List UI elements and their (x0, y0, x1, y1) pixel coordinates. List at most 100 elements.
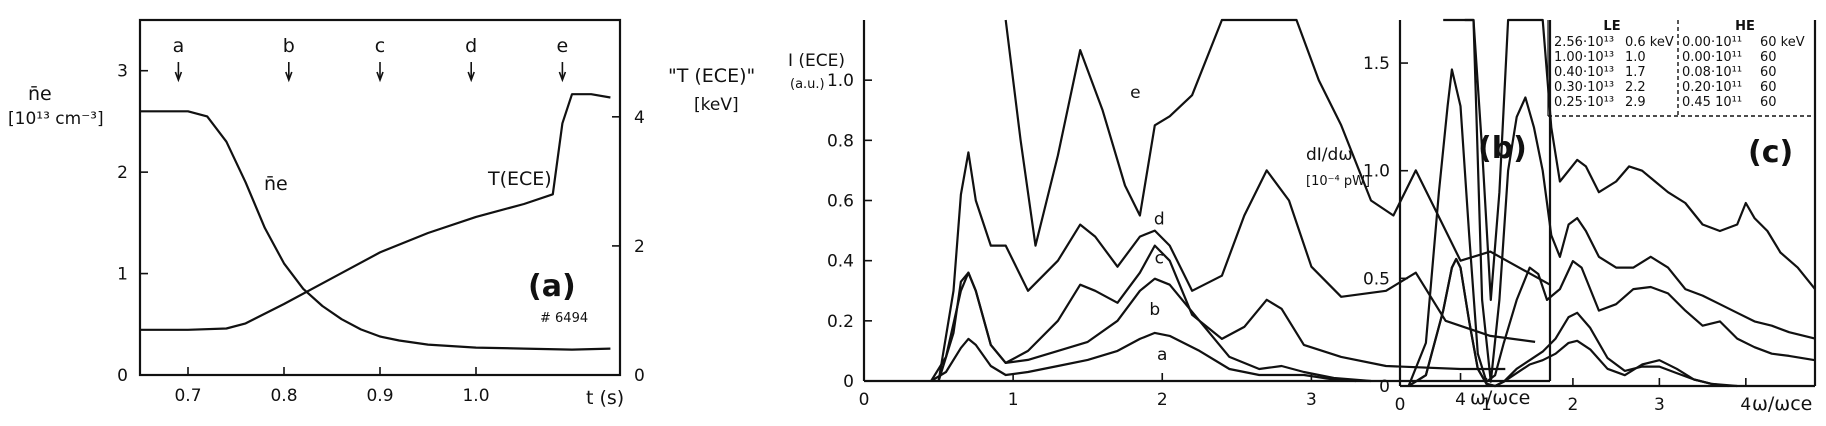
panel-b-ylabel: I (ECE) (788, 51, 845, 71)
table-cell: 60 keV (1760, 35, 1805, 50)
time-marker-arrowhead (285, 71, 293, 83)
series-line (1408, 257, 1729, 388)
series-line (1408, 257, 1738, 388)
panel-a-ytick-left-label: 2 (117, 163, 128, 183)
time-marker-label: d (465, 35, 477, 57)
table-header-he: HE (1735, 19, 1755, 34)
panel-c-ylabel: dI/dω (1306, 145, 1353, 165)
time-marker-arrowhead (376, 71, 384, 83)
series-line-e (1004, 18, 1551, 286)
panel-c-xtick-label: 3 (1654, 395, 1665, 415)
panel-a-ytick-right-label: 4 (634, 108, 645, 128)
panel-c-xtick-label: 0 (1395, 395, 1406, 415)
panel-c-label: (c) (1748, 135, 1793, 170)
table-cell: 1.00·10¹³ (1554, 50, 1614, 65)
panel-b-xlabel: ω/ωce (1470, 387, 1530, 409)
panel-a-ytick-left-label: 3 (117, 62, 128, 82)
panel-c-ytick-label: 0.5 (1363, 269, 1390, 289)
panel-a-ylabel-right: "T (ECE)" (668, 65, 755, 87)
panel-a-xtick-label: 0.7 (174, 386, 201, 406)
panel-a-ytick-left-label: 0 (117, 366, 128, 386)
table-cell: 0.00·10¹¹ (1682, 50, 1742, 65)
panel-b-ytick-label: 0.8 (827, 131, 854, 151)
panel-a-ylabel-left-unit: [10¹³ cm⁻³] (8, 109, 104, 129)
time-marker-label: c (375, 35, 385, 57)
panel-b-ytick-label: 0.2 (827, 312, 854, 332)
table-header-le: LE (1603, 19, 1620, 34)
series-line-d (937, 151, 1536, 382)
table-cell: 0.08·10¹¹ (1682, 65, 1742, 80)
series-label-d: d (1154, 210, 1165, 230)
series-line-tece (140, 93, 611, 331)
time-marker-arrowhead (558, 71, 567, 83)
table-cell: 0.20·10¹¹ (1682, 80, 1742, 95)
panel-c-xtick-label: 4 (1740, 395, 1751, 415)
panel-b-ytick-label: 1.0 (827, 71, 854, 91)
panel-a-xtick-label: 0.8 (270, 386, 297, 406)
panel-b-ytick-label: 0.4 (827, 252, 854, 272)
panel-c: 0 1 2 3 4 0 0.5 1.0 1.5 LE HE 2.56·10¹³ 0.6 keV 0.0… (1306, 18, 1817, 415)
panel-a-ytick-left-label: 1 (117, 265, 128, 285)
series-label-ne: n̄e (264, 173, 288, 195)
table-cell: 0.6 keV (1625, 35, 1674, 50)
panel-a-xtick-label: 1.0 (462, 386, 489, 406)
time-marker-arrowhead (467, 71, 475, 83)
panel-b-xtick-label: 2 (1157, 390, 1168, 410)
series-label-tece: T(ECE) (487, 168, 552, 190)
series-label-a: a (1157, 345, 1167, 365)
panel-c-legend-table: LE HE 2.56·10¹³ 0.6 keV 0.00·10¹¹ 60 keV 1.00·… (1547, 19, 1815, 117)
panel-c-ytick-label: 0 (1379, 377, 1390, 397)
panel-a-xlabel: t (s) (586, 387, 624, 409)
series-line (1464, 18, 1816, 301)
panel-b-xtick-label: 0 (859, 390, 870, 410)
series-line (1407, 68, 1816, 387)
table-cell: 1.7 (1625, 65, 1646, 80)
table-cell: 60 (1760, 80, 1777, 95)
panel-c-xlabel: ω/ωce (1752, 393, 1812, 415)
panel-a: 0.7 0.8 0.9 1.0 0 1 2 3 0 2 4 a b c d e n̄e [10¹³ cm… (8, 18, 755, 409)
panel-b-xtick-label: 3 (1306, 390, 1317, 410)
table-cell: 2.56·10¹³ (1554, 35, 1614, 50)
time-marker-label: e (557, 35, 569, 57)
panel-c-xtick-label: 1 (1481, 395, 1492, 415)
table-cell: 2.2 (1625, 80, 1646, 95)
panel-c-ylabel-unit: [10⁻⁴ pW] (1306, 174, 1370, 189)
panel-a-ytick-right-label: 2 (634, 237, 645, 257)
series-line-c (937, 244, 1506, 382)
series-line-a (930, 331, 1357, 383)
panel-b-xtick-label: 4 (1455, 390, 1466, 410)
time-marker-label: b (283, 35, 295, 57)
series-line-b (930, 271, 1372, 383)
panel-c-xtick-label: 2 (1568, 395, 1579, 415)
panel-b-xtick-label: 1 (1008, 390, 1019, 410)
table-cell: 60 (1760, 50, 1777, 65)
table-cell: 0.30·10¹³ (1554, 80, 1614, 95)
panel-b-ytick-label: 0 (843, 372, 854, 392)
series-label-c: c (1155, 249, 1164, 269)
table-cell: 0.00·10¹¹ (1682, 35, 1742, 50)
panel-a-label: (a) (528, 269, 576, 304)
panel-a-ylabel-right-unit: [keV] (694, 95, 739, 115)
panel-b-ylabel-unit: (a.u.) (790, 77, 825, 92)
series-line (1443, 18, 1816, 383)
panel-c-ytick-label: 1.0 (1363, 162, 1390, 182)
time-marker-label: a (173, 35, 185, 57)
panel-b: 0 1 2 3 4 0 0.2 0.4 0.6 0.8 1.0 a b cd e I (ECE) (a.… (788, 18, 1552, 410)
table-cell: 1.0 (1625, 50, 1646, 65)
panel-c-ytick-label: 1.5 (1363, 54, 1390, 74)
series-label-b: b (1149, 300, 1160, 320)
time-marker-arrowhead (174, 71, 183, 83)
series-label-e: e (1130, 83, 1140, 103)
table-cell: 60 (1760, 65, 1777, 80)
table-cell: 0.25·10¹³ (1554, 95, 1614, 110)
panel-a-ytick-right-label: 0 (634, 366, 645, 386)
panel-a-ylabel-left: n̄e (28, 83, 52, 105)
panel-a-xtick-label: 0.9 (366, 386, 393, 406)
panel-b-ytick-label: 0.6 (827, 192, 854, 212)
panel-a-shot-label: # 6494 (540, 311, 588, 326)
table-cell: 2.9 (1625, 95, 1646, 110)
table-cell: 0.45 10¹¹ (1682, 95, 1742, 110)
series-line-ne (140, 110, 611, 351)
table-cell: 0.40·10¹³ (1554, 65, 1614, 80)
